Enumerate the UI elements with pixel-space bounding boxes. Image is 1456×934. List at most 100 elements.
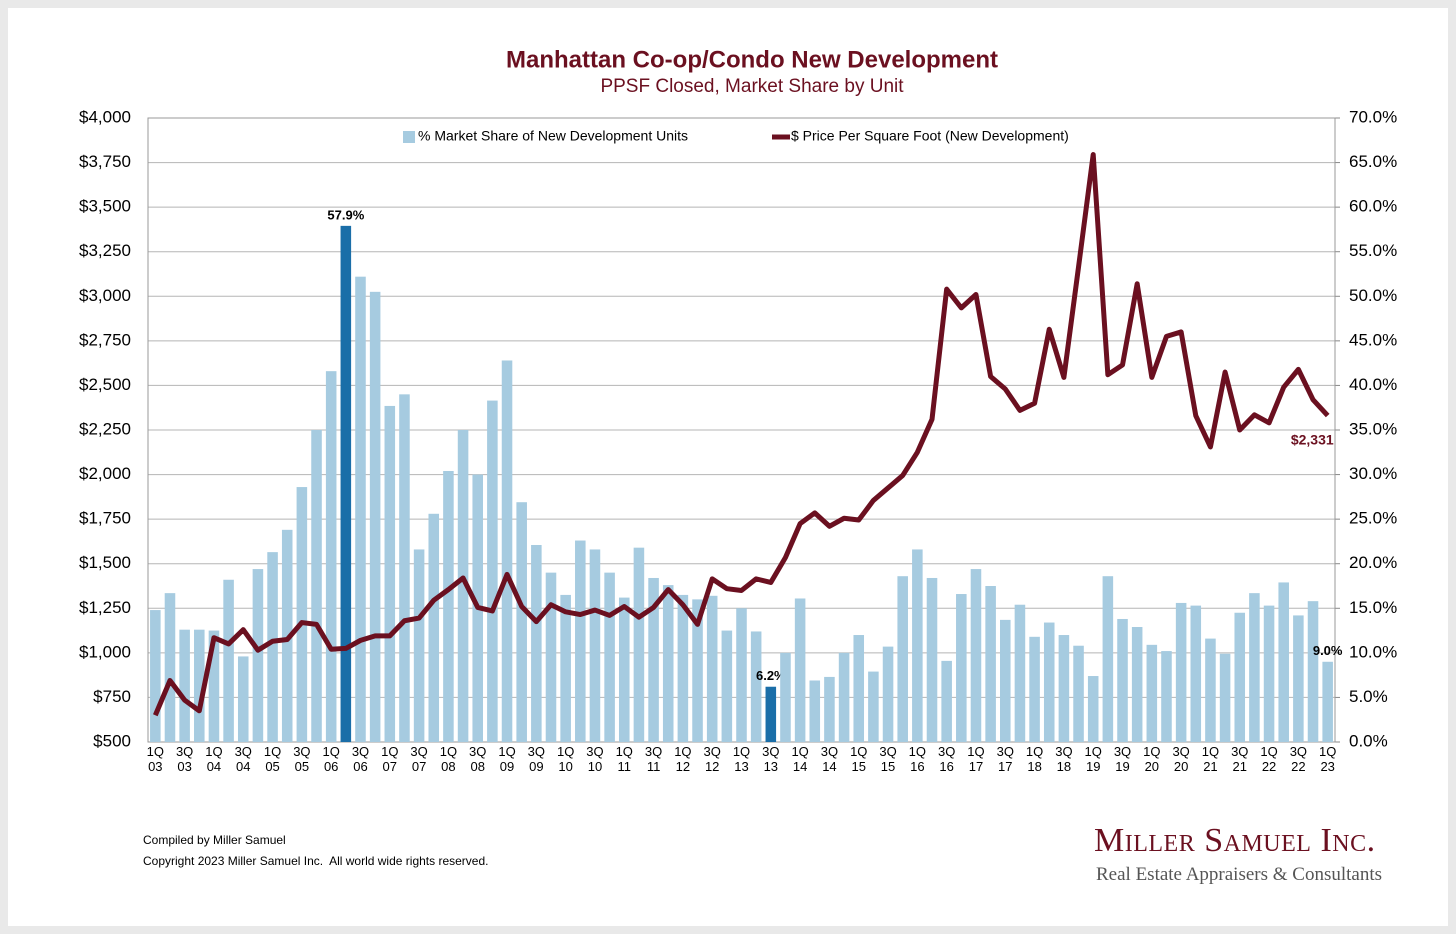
legend-swatch <box>403 131 415 143</box>
y-tick-label: $2,500 <box>79 375 131 394</box>
x-tick-label: 3Q 19 <box>1113 744 1132 774</box>
bar <box>1087 676 1099 742</box>
x-tick-label: 1Q 18 <box>1025 744 1044 774</box>
bar <box>501 360 513 742</box>
bar <box>882 646 894 742</box>
x-tick-label: 3Q 08 <box>469 744 487 774</box>
bar <box>941 660 952 742</box>
bar <box>443 471 454 742</box>
y-tick-label: $750 <box>93 687 131 706</box>
x-tick-label: 3Q 18 <box>1055 744 1073 774</box>
y2-tick-label: 35.0% <box>1349 419 1397 438</box>
bar <box>912 549 923 742</box>
bar <box>252 569 264 742</box>
bar <box>677 594 689 742</box>
bar <box>1073 645 1084 742</box>
y-tick-label: $500 <box>93 731 131 750</box>
bar <box>706 595 718 742</box>
x-tick-label: 1Q 05 <box>263 744 282 774</box>
y2-tick-label: 40.0% <box>1349 375 1397 394</box>
x-tick-label: 1Q 20 <box>1143 744 1161 774</box>
x-tick-label: 1Q 21 <box>1201 744 1220 774</box>
bar <box>1014 604 1026 742</box>
x-tick-label: 3Q 11 <box>644 744 663 774</box>
x-tick-label: 3Q 13 <box>762 744 780 774</box>
bar <box>1058 635 1070 742</box>
bar <box>897 576 908 742</box>
bar <box>208 630 220 742</box>
bar <box>399 394 410 742</box>
y2-tick-label: 65.0% <box>1349 152 1397 171</box>
bar <box>369 291 381 742</box>
y2-tick-label: 25.0% <box>1349 509 1397 528</box>
x-tick-label: 3Q 17 <box>996 744 1014 774</box>
bar <box>1205 638 1216 742</box>
bar-value-label: 9.0% <box>1313 643 1343 658</box>
bar <box>413 549 425 742</box>
bar-value-label: 57.9% <box>327 207 364 222</box>
bar <box>618 597 630 742</box>
copyright-note: Copyright 2023 Miller Samuel Inc. All wo… <box>143 854 489 868</box>
bar <box>1249 593 1260 742</box>
bar <box>164 593 176 742</box>
x-tick-label: 1Q 06 <box>322 744 340 774</box>
bar <box>956 594 967 742</box>
bar <box>1131 627 1143 742</box>
bar <box>237 656 249 742</box>
bar <box>194 629 205 742</box>
y2-tick-label: 5.0% <box>1349 687 1388 706</box>
bar <box>1293 615 1304 742</box>
logo-tagline: Real Estate Appraisers & Consultants <box>1096 864 1383 885</box>
y2-tick-label: 60.0% <box>1349 197 1397 216</box>
bar <box>311 430 322 742</box>
x-tick-label: 3Q 07 <box>410 744 428 774</box>
bar <box>794 598 806 742</box>
y-tick-label: $4,000 <box>79 107 131 126</box>
x-tick-label: 1Q 22 <box>1260 744 1278 774</box>
x-tick-label: 3Q 05 <box>293 744 311 774</box>
y-tick-label: $3,000 <box>79 286 131 305</box>
bar <box>1117 618 1128 742</box>
bar <box>589 549 601 742</box>
logo-name: Miller Samuel Inc. <box>1094 822 1376 859</box>
x-tick-label: 1Q 09 <box>498 744 516 774</box>
bar <box>296 487 308 742</box>
y2-tick-label: 15.0% <box>1349 598 1397 617</box>
y2-tick-label: 30.0% <box>1349 464 1397 483</box>
bar <box>838 652 850 742</box>
bar <box>1146 644 1158 742</box>
x-tick-label: 3Q 22 <box>1289 744 1308 774</box>
x-tick-label: 3Q 09 <box>527 744 545 774</box>
bar <box>1322 661 1333 742</box>
y-tick-label: $1,750 <box>79 509 131 528</box>
y2-tick-label: 50.0% <box>1349 286 1397 305</box>
bar <box>179 629 190 742</box>
x-tick-label: 1Q 04 <box>205 744 223 774</box>
x-tick-label: 3Q 20 <box>1172 744 1190 774</box>
y2-tick-label: 0.0% <box>1349 731 1388 750</box>
x-tick-label: 3Q 15 <box>879 744 897 774</box>
bar <box>1175 602 1187 742</box>
bar-value-label: 6.2% <box>756 668 786 683</box>
x-tick-label: 3Q 21 <box>1231 744 1249 774</box>
line-value-label: $2,331 <box>1291 431 1334 447</box>
bar <box>1234 612 1246 742</box>
bar <box>1102 576 1114 742</box>
bar <box>1000 619 1011 742</box>
x-tick-label: 3Q 12 <box>703 744 721 774</box>
bar <box>560 594 571 742</box>
x-tick-label: 1Q 10 <box>556 744 575 774</box>
bar <box>1278 582 1289 742</box>
y2-tick-label: 45.0% <box>1349 330 1397 349</box>
bar <box>648 577 659 742</box>
y2-tick-label: 20.0% <box>1349 553 1397 572</box>
y2-tick-label: 70.0% <box>1349 107 1397 126</box>
y-tick-label: $3,250 <box>79 241 131 260</box>
x-tick-label: 1Q 16 <box>908 744 927 774</box>
x-tick-label: 1Q 19 <box>1084 744 1102 774</box>
bar <box>428 513 440 742</box>
x-tick-label: 1Q 11 <box>615 744 633 774</box>
bar <box>545 572 557 742</box>
